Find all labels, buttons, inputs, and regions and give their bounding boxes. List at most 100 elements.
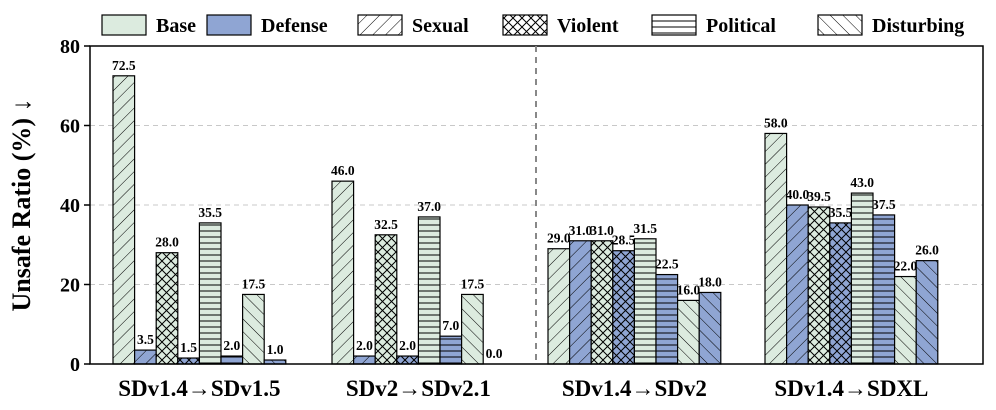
bar-3-sexual-base-hatch: [764, 132, 788, 365]
data-label: 18.0: [698, 274, 722, 289]
data-label: 31.5: [633, 221, 657, 236]
legend-swatch-fill: [207, 15, 251, 35]
data-label: 3.5: [137, 332, 154, 347]
data-label: 72.5: [112, 58, 136, 73]
bar-1-political-defense-hatch: [439, 335, 463, 365]
bar-3-disturbing-base-hatch: [893, 275, 917, 365]
bar-1-violent-defense: [396, 355, 419, 365]
bar-3-political-defense-hatch: [872, 214, 896, 365]
bar-0-sexual-base-hatch: [112, 75, 136, 365]
y-tick-label: 80: [60, 36, 80, 58]
bar-2-violent-base-hatch: [590, 240, 614, 365]
bar-1-political-base: [417, 216, 441, 365]
bar-0-disturbing-base-hatch: [242, 293, 265, 365]
data-label: 40.0: [786, 187, 810, 202]
bar-3-violent-defense-hatch: [829, 222, 852, 365]
bar-0-political-base-hatch: [198, 222, 222, 365]
bar-2-violent-base: [590, 240, 614, 365]
y-tick-label: 60: [60, 116, 80, 138]
bar-1-political-base-hatch: [417, 216, 441, 365]
bar-1-disturbing-base-hatch: [461, 293, 484, 365]
data-label: 46.0: [331, 163, 355, 178]
data-label: 29.0: [547, 231, 571, 246]
bar-0-political-defense-hatch: [220, 355, 244, 365]
bar-1-sexual-base: [331, 180, 355, 365]
data-label: 28.0: [155, 235, 179, 250]
y-tick-label: 40: [60, 195, 80, 217]
data-label: 1.0: [267, 342, 284, 357]
data-label: 2.0: [356, 338, 373, 353]
bar-0-sexual-base: [112, 75, 136, 365]
bar-1-sexual-base-hatch: [331, 180, 355, 365]
bar-2-political-defense-hatch: [655, 273, 679, 365]
data-label: 22.5: [655, 257, 679, 272]
bar-2-sexual-defense: [568, 240, 592, 365]
data-labels: 72.5 3.5 28.0 1.5 35.5 2.0 17.5 1.0 46.0 2.0 32.5 2…: [112, 58, 939, 361]
data-label: 17.5: [242, 276, 266, 291]
legend-item-violent: Violent: [502, 14, 619, 37]
bar-0-sexual-defense-hatch: [134, 349, 157, 365]
legend-label: Violent: [557, 15, 619, 37]
legend-swatch: [357, 14, 403, 36]
bar-3-disturbing-defense: [915, 260, 939, 365]
bar-3-political-base-hatch: [850, 192, 874, 365]
bar-2-political-base: [633, 238, 657, 365]
data-label: 35.5: [829, 205, 853, 220]
bar-3-disturbing-base: [893, 275, 917, 365]
data-label: 35.5: [198, 205, 222, 220]
legend-label: Disturbing: [872, 15, 964, 37]
data-label: 32.5: [374, 217, 398, 232]
bar-3-violent-base-hatch: [807, 206, 831, 365]
bar-2-disturbing-defense-hatch: [698, 291, 722, 365]
data-label: 37.5: [872, 197, 896, 212]
y-tick-label: 0: [70, 354, 80, 376]
y-tick-label: 20: [60, 275, 80, 297]
bar-1-political-defense: [439, 335, 463, 365]
bar-2-violent-defense-hatch: [612, 250, 635, 365]
data-label: 31.0: [590, 223, 614, 238]
data-label: 7.0: [442, 318, 459, 333]
legend: Base Defense Sexual Violent Political Disturb…: [101, 14, 964, 37]
bar-2-sexual-defense-hatch: [568, 240, 592, 365]
bar-2-violent-defense: [612, 250, 635, 365]
y-axis-ticks: 0 20 40 60 80: [60, 36, 90, 376]
data-label: 43.0: [850, 175, 874, 190]
data-label: 58.0: [764, 115, 788, 130]
bar-0-political-defense: [220, 355, 244, 365]
bar-0-violent-base: [155, 252, 179, 365]
x-group-label: SDv1.4→SDv2: [562, 376, 707, 401]
y-axis-label: Unsafe Ratio (%) ↓: [7, 98, 36, 311]
data-label: 31.0: [569, 223, 593, 238]
bar-3-sexual-defense: [785, 204, 809, 365]
bar-0-disturbing-base: [242, 293, 265, 365]
legend-item-base: Base: [101, 14, 196, 37]
legend-item-disturbing: Disturbing: [817, 14, 964, 37]
x-group-label: SDv2→SDv2.1: [346, 376, 491, 401]
bar-1-violent-defense-hatch: [396, 355, 419, 365]
data-label: 22.0: [894, 259, 918, 274]
legend-label: Defense: [261, 15, 328, 37]
bar-1-sexual-defense: [353, 355, 376, 365]
bar-2-political-defense: [655, 273, 679, 365]
legend-swatch: [101, 14, 147, 36]
x-axis-group-labels: SDv1.4→SDv1.5 SDv2→SDv2.1 SDv1.4→SDv2 SDv1.…: [118, 376, 928, 401]
bar-0-sexual-defense: [134, 349, 157, 365]
bar-3-violent-defense: [829, 222, 852, 365]
bar-3-sexual-base: [764, 132, 788, 365]
bar-3-sexual-defense-hatch: [785, 204, 809, 365]
legend-item-political: Political: [651, 14, 776, 37]
bar-1-violent-base-hatch: [374, 234, 398, 365]
data-label: 1.5: [180, 340, 197, 355]
bar-1-disturbing-base: [461, 293, 484, 365]
bar-1-violent-base: [374, 234, 398, 365]
bar-2-political-base-hatch: [633, 238, 657, 365]
bar-0-political-base: [198, 222, 222, 365]
legend-swatch: [817, 14, 863, 36]
data-label: 37.0: [417, 199, 441, 214]
data-label: 39.5: [807, 189, 831, 204]
legend-label: Political: [706, 15, 776, 37]
x-group-label: SDv1.4→SDv1.5: [118, 376, 280, 401]
bar-0-violent-defense: [177, 357, 201, 365]
bar-2-sexual-base-hatch: [547, 248, 571, 365]
